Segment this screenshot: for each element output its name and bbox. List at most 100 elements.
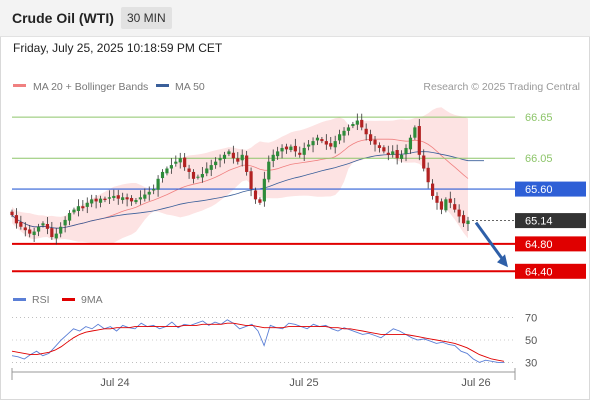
candle-body xyxy=(289,146,293,151)
resistance-level-label-1: 66.05 xyxy=(525,153,553,165)
candle-body xyxy=(417,126,421,155)
candle-body xyxy=(160,171,165,179)
candle-body xyxy=(32,231,36,235)
candle-body xyxy=(134,200,138,203)
candle-body xyxy=(214,161,218,166)
ma50-legend-label: MA 50 xyxy=(175,81,205,93)
candle-body xyxy=(413,127,417,138)
candle-body xyxy=(165,168,169,174)
candle-body xyxy=(448,198,452,203)
candle-body xyxy=(404,147,408,155)
support-level-label-4: 64.80 xyxy=(525,239,553,251)
x-tick-label-0: Jul 24 xyxy=(100,377,129,389)
candle-body xyxy=(320,139,324,142)
candle-body xyxy=(435,195,439,203)
current-level-label-3: 65.14 xyxy=(525,216,553,228)
candle-body xyxy=(399,154,404,159)
pivot-level-label-2: 65.60 xyxy=(525,184,553,196)
candle-body xyxy=(346,127,351,131)
candle-body xyxy=(240,154,244,161)
candle-body xyxy=(373,139,377,145)
candle-body xyxy=(76,206,81,211)
rsi-ma-legend-swatch xyxy=(62,298,75,301)
candle-body xyxy=(116,195,120,199)
candle-body xyxy=(152,189,156,191)
candle-body xyxy=(258,199,262,203)
instrument-title: Crude Oil (WTI) xyxy=(12,10,114,26)
candle-body xyxy=(63,219,67,226)
candle-body xyxy=(138,197,142,200)
candle-body xyxy=(81,206,85,209)
x-tick-label-2: Jul 26 xyxy=(461,377,490,389)
candle-body xyxy=(200,174,204,178)
candle-body xyxy=(72,209,76,213)
candle-body xyxy=(10,211,14,216)
candle-body xyxy=(453,204,457,210)
candle-body xyxy=(147,191,151,195)
candle-body xyxy=(280,147,284,152)
copyright-text: Research © 2025 Trading Central xyxy=(423,81,580,93)
candle-body xyxy=(253,190,258,200)
candle-body xyxy=(125,197,129,200)
candle-body xyxy=(422,155,426,169)
candle-body xyxy=(267,161,271,180)
candle-body xyxy=(129,197,134,202)
candle-body xyxy=(355,120,359,125)
candle-body xyxy=(67,213,72,221)
candle-body xyxy=(156,178,160,190)
candle-body xyxy=(276,151,280,157)
candle-body xyxy=(333,141,337,148)
candle-body xyxy=(191,171,196,179)
time-axis: Jul 24 Jul 25 Jul 26 xyxy=(11,368,516,389)
x-tick-label-1: Jul 25 xyxy=(289,377,318,389)
candle-body xyxy=(439,201,444,210)
support-label-box-5 xyxy=(515,263,586,279)
candle-body xyxy=(50,228,54,238)
candle-body xyxy=(408,137,413,150)
support-label-box-4 xyxy=(515,236,586,252)
candle-body xyxy=(103,198,107,201)
candle-body xyxy=(231,152,235,159)
rsi-series-9ma xyxy=(11,322,505,362)
rsi-legend-swatch xyxy=(13,298,26,301)
forecast-arrow-line xyxy=(474,221,506,263)
candle-body xyxy=(94,198,98,202)
candle-body xyxy=(369,134,373,142)
current-label-box-3 xyxy=(515,213,586,229)
candle-body xyxy=(461,215,466,224)
candle-body xyxy=(178,158,182,163)
candle-body xyxy=(298,152,302,155)
candle-body xyxy=(329,143,333,147)
candle-body xyxy=(19,221,23,227)
candle-body xyxy=(342,130,346,136)
candle-body xyxy=(391,151,395,155)
timeframe-badge[interactable]: 30 MIN xyxy=(121,7,172,29)
rsi-tick-label-50: 50 xyxy=(525,335,537,347)
rsi-plot: 70 50 30 xyxy=(11,313,537,369)
candle-body xyxy=(41,223,45,226)
candle-body xyxy=(196,176,200,178)
candle-body xyxy=(395,150,399,159)
rsi-ma-legend-label: 9MA xyxy=(81,294,103,306)
candle-body xyxy=(364,128,368,135)
candle-body xyxy=(302,147,306,155)
candle-body xyxy=(121,197,125,201)
candle-body xyxy=(262,178,266,202)
candle-body xyxy=(249,171,253,190)
candle-body xyxy=(444,199,448,211)
candle-body xyxy=(377,145,382,148)
candle-body xyxy=(174,161,178,164)
rsi-legend-label: RSI xyxy=(32,294,50,306)
candle-body xyxy=(143,194,147,199)
candle-body xyxy=(54,233,58,239)
bollinger-legend-label: MA 20 + Bollinger Bands xyxy=(33,81,148,93)
candle-body xyxy=(218,158,222,161)
candle-body xyxy=(236,158,240,162)
candle-body xyxy=(457,209,461,217)
candle-body xyxy=(183,157,187,168)
candle-body xyxy=(85,202,89,207)
chart-header: Crude Oil (WTI) 30 MIN xyxy=(0,0,590,37)
candle-body xyxy=(284,146,289,150)
candle-body xyxy=(23,227,27,231)
candle-body xyxy=(324,141,328,145)
